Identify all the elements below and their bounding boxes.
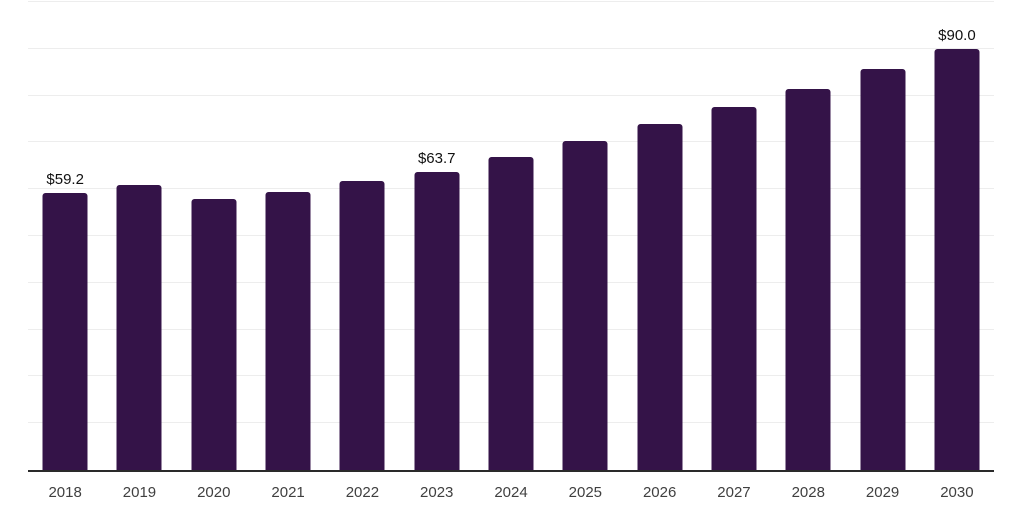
gridline-100: [28, 1, 994, 2]
bar-2030[interactable]: [934, 48, 980, 470]
x-tick-label-2026: 2026: [642, 484, 677, 501]
bar-slot-2027: [697, 2, 771, 470]
bar-2026[interactable]: [637, 124, 683, 470]
gridline-70: [28, 141, 994, 143]
bar-slot-2024: [474, 2, 548, 470]
bar-slot-2022: [325, 2, 399, 470]
x-tick-label-2029: 2029: [865, 484, 900, 501]
x-axis-labels: 2018 2019 2020 2021 2022 2023 2024 2025 2026 2027…: [28, 484, 994, 502]
value-label-2018: $59.2: [46, 170, 84, 188]
bar-slot-2029: [845, 2, 919, 470]
bar-2023[interactable]: [414, 171, 460, 470]
bar-2022[interactable]: [339, 180, 385, 470]
bar-2024[interactable]: [488, 156, 534, 470]
bars-container: $59.2 $63.7 $90.0: [28, 2, 994, 470]
x-tick-label-2030: 2030: [940, 484, 974, 501]
x-tick-label-2027: 2027: [717, 484, 751, 501]
x-tick-label-2020: 2020: [197, 484, 231, 501]
bar-slot-2018: $59.2: [28, 2, 102, 470]
bar-slot-2030: $90.0: [920, 2, 994, 470]
bar-2029[interactable]: [860, 68, 906, 470]
value-label-2023: $63.7: [417, 149, 456, 167]
bar-slot-2025: [548, 2, 622, 470]
x-tick-label-2022: 2022: [345, 484, 380, 501]
bar-slot-2020: [177, 2, 251, 470]
x-tick-label-2028: 2028: [791, 484, 825, 501]
plot-area: $59.2 $63.7 $90.0: [28, 1, 994, 472]
bar-slot-2026: [623, 2, 697, 470]
x-tick-label-2024: 2024: [494, 484, 528, 501]
bar-2021[interactable]: [265, 192, 311, 470]
x-tick-label-2018: 2018: [48, 484, 82, 501]
gridline-80: [28, 94, 994, 96]
bar-slot-2021: [251, 2, 325, 470]
x-tick-label-2021: 2021: [271, 484, 305, 501]
x-tick-label-2023: 2023: [420, 484, 454, 501]
x-tick-label-2025: 2025: [568, 484, 603, 501]
bar-slot-2023: $63.7: [400, 2, 474, 470]
bar-2025[interactable]: [562, 141, 608, 470]
bar-2027[interactable]: [711, 106, 757, 470]
gridline-90: [28, 47, 994, 49]
value-label-2030: $90.0: [938, 26, 976, 44]
bar-2019[interactable]: [116, 184, 162, 470]
x-tick-label-2019: 2019: [122, 484, 157, 501]
bar-2028[interactable]: [785, 88, 831, 470]
bar-2020[interactable]: [191, 198, 237, 470]
bar-slot-2028: [771, 2, 845, 470]
bar-slot-2019: [102, 2, 176, 470]
bar-2018[interactable]: [42, 192, 88, 470]
x-axis-line: [28, 470, 994, 472]
